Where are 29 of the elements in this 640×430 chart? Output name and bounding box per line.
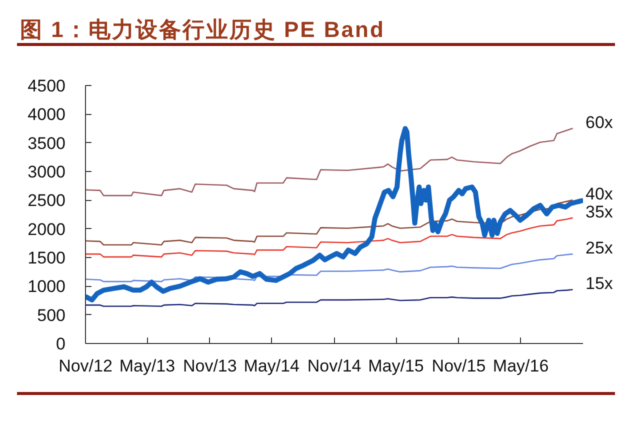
x-tick-label: Nov/14 [307,356,362,376]
x-tick-label: May/13 [119,356,176,376]
series-label: 60x [586,113,614,132]
y-tick-label: 1000 [28,277,66,296]
y-tick-label: 0 [56,334,66,354]
series-label: 40x [586,184,614,204]
x-tick-label: May/14 [244,356,300,376]
line-series [86,288,573,307]
series-label: 35x [586,202,614,222]
x-tick-label: Nov/13 [182,356,237,376]
line-series [86,217,573,258]
y-tick-label: 3500 [28,134,66,153]
x-tick-label: Nov/15 [432,356,486,376]
y-tick-label: 2500 [28,191,66,210]
chart-title: 图 1：电力设备行业历史 PE Band [17,0,615,46]
line-series [86,200,573,246]
x-tick-label: May/16 [492,356,549,376]
y-tick-label: 4500 [28,76,66,96]
x-tick-label: May/15 [368,356,424,376]
line-series [86,253,573,282]
series-label: 15x [586,274,614,294]
line-series [86,128,573,196]
series-label: 25x [586,238,614,258]
y-tick-label: 3000 [28,162,66,182]
y-tick-label: 2000 [28,220,66,239]
y-tick-label: 500 [37,306,66,325]
x-tick-label: Nov/12 [58,356,112,376]
y-tick-label: 1500 [28,248,66,268]
y-tick-label: 4000 [28,105,66,124]
